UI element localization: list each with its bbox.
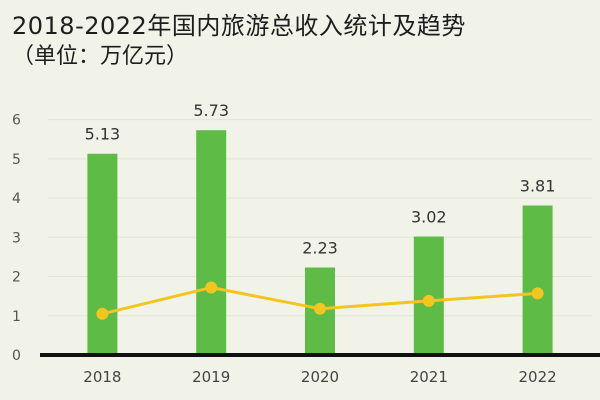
bar (196, 130, 227, 355)
x-tick-label: 2020 (301, 368, 339, 386)
bar-value-label: 2.23 (302, 239, 338, 258)
bar-value-label: 5.13 (85, 125, 121, 144)
y-tick-label: 3 (12, 230, 21, 246)
trend-point (422, 294, 435, 307)
trend-point (314, 302, 326, 315)
y-tick-label: 0 (12, 348, 21, 364)
bar (522, 205, 553, 355)
y-tick-label: 4 (12, 191, 21, 207)
trend-point (531, 287, 544, 300)
y-tick-label: 5 (12, 152, 21, 168)
x-tick-label: 2021 (410, 368, 448, 386)
y-tick-label: 1 (12, 309, 21, 325)
x-tick-label: 2019 (192, 368, 230, 386)
bar-value-label: 3.02 (411, 208, 447, 227)
chart-title: 2018-2022年国内旅游总收入统计及趋势 (12, 12, 466, 40)
chart-subtitle: （单位：万亿元） (12, 44, 189, 69)
bar (87, 153, 118, 355)
y-tick-label: 2 (12, 270, 21, 286)
bar-value-label: 5.73 (193, 101, 229, 120)
bar-value-label: 3.81 (520, 177, 556, 196)
trend-point (205, 281, 218, 294)
trend-point (96, 307, 109, 320)
x-tick-label: 2022 (519, 368, 557, 386)
x-tick-label: 2018 (83, 368, 121, 386)
y-tick-label: 6 (12, 113, 21, 129)
